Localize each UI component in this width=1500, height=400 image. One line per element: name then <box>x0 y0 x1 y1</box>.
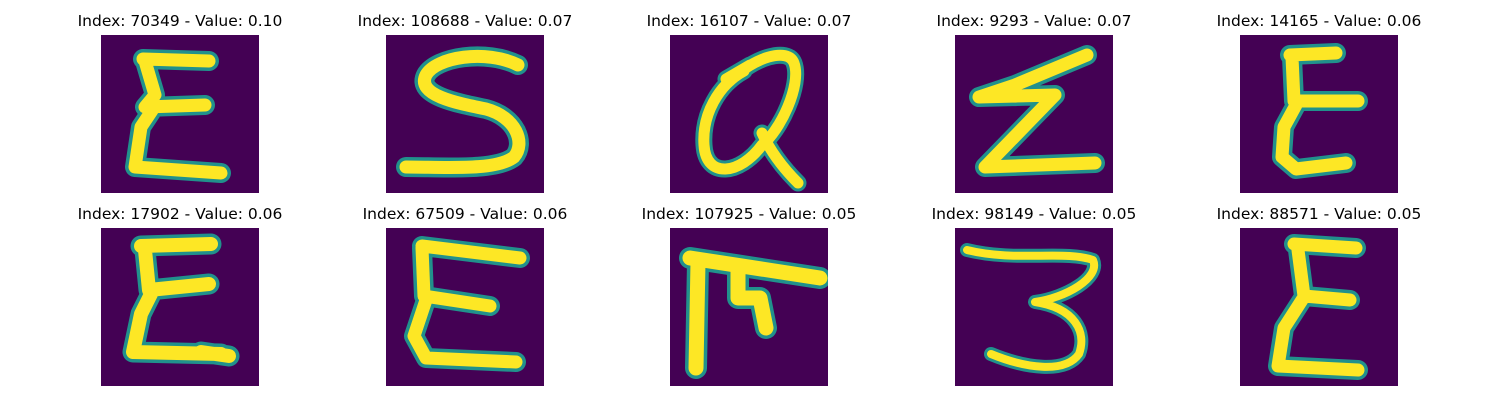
panel-1: Index: 70349 - Value: 0.10 <box>40 11 320 201</box>
panel-9: Index: 98149 - Value: 0.05 <box>894 204 1174 394</box>
panel-title: Index: 107925 - Value: 0.05 <box>641 205 857 223</box>
glyph-image <box>1240 35 1398 193</box>
panel-6: Index: 17902 - Value: 0.06 <box>40 204 320 394</box>
glyph-image <box>670 228 828 386</box>
panel-8: Index: 107925 - Value: 0.05 <box>609 204 889 394</box>
panel-title: Index: 108688 - Value: 0.07 <box>357 12 573 30</box>
panel-5: Index: 14165 - Value: 0.06 <box>1179 11 1459 201</box>
panel-4: Index: 9293 - Value: 0.07 <box>894 11 1174 201</box>
panel-title: Index: 67509 - Value: 0.06 <box>362 205 568 223</box>
panel-2: Index: 108688 - Value: 0.07 <box>325 11 605 201</box>
panel-title: Index: 16107 - Value: 0.07 <box>646 12 852 30</box>
glyph-image <box>101 35 259 193</box>
panel-3: Index: 16107 - Value: 0.07 <box>609 11 889 201</box>
glyph-image <box>386 35 544 193</box>
panel-title: Index: 98149 - Value: 0.05 <box>931 205 1137 223</box>
glyph-image <box>670 35 828 193</box>
panel-title: Index: 88571 - Value: 0.05 <box>1216 205 1422 223</box>
panel-title: Index: 17902 - Value: 0.06 <box>77 205 283 223</box>
glyph-image <box>955 228 1113 386</box>
panel-title: Index: 14165 - Value: 0.06 <box>1216 12 1422 30</box>
panel-7: Index: 67509 - Value: 0.06 <box>325 204 605 394</box>
panel-title: Index: 70349 - Value: 0.10 <box>77 12 283 30</box>
panel-10: Index: 88571 - Value: 0.05 <box>1179 204 1459 394</box>
glyph-image <box>1240 228 1398 386</box>
glyph-image <box>101 228 259 386</box>
panel-title: Index: 9293 - Value: 0.07 <box>936 12 1132 30</box>
glyph-image <box>955 35 1113 193</box>
glyph-image <box>386 228 544 386</box>
